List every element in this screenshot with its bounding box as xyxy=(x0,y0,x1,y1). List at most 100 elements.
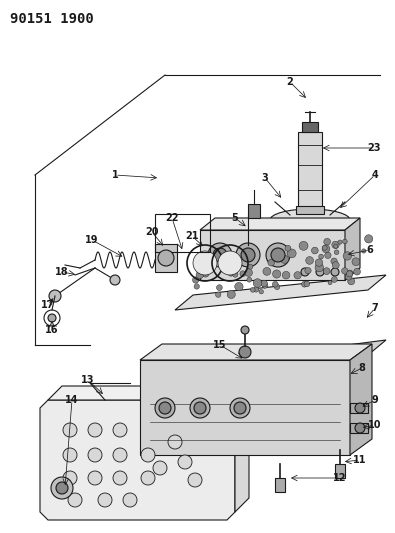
Circle shape xyxy=(158,250,174,266)
Circle shape xyxy=(259,289,263,294)
Polygon shape xyxy=(345,218,360,280)
Circle shape xyxy=(141,471,155,485)
Circle shape xyxy=(235,263,240,268)
Circle shape xyxy=(342,239,347,244)
Circle shape xyxy=(190,398,210,418)
Ellipse shape xyxy=(270,209,350,231)
Text: 7: 7 xyxy=(372,303,378,313)
Circle shape xyxy=(248,264,253,269)
Circle shape xyxy=(51,477,73,499)
Circle shape xyxy=(334,244,338,248)
Circle shape xyxy=(123,493,137,507)
Circle shape xyxy=(266,243,290,267)
Circle shape xyxy=(230,398,250,418)
Circle shape xyxy=(312,247,318,254)
Circle shape xyxy=(63,423,77,437)
Circle shape xyxy=(301,281,307,287)
Text: 23: 23 xyxy=(367,143,381,153)
Circle shape xyxy=(98,493,112,507)
Circle shape xyxy=(234,402,246,414)
Circle shape xyxy=(315,263,324,272)
Circle shape xyxy=(48,314,56,322)
Polygon shape xyxy=(200,230,345,280)
Text: 14: 14 xyxy=(65,395,79,405)
Circle shape xyxy=(355,403,365,413)
Circle shape xyxy=(263,268,271,276)
Circle shape xyxy=(247,277,252,282)
Text: 6: 6 xyxy=(367,245,373,255)
Circle shape xyxy=(285,245,291,251)
Circle shape xyxy=(262,282,268,288)
Text: 11: 11 xyxy=(353,455,367,465)
Circle shape xyxy=(153,461,167,475)
Circle shape xyxy=(202,270,209,277)
Text: 8: 8 xyxy=(359,363,365,373)
Circle shape xyxy=(241,248,255,262)
Text: 2: 2 xyxy=(287,77,293,87)
Circle shape xyxy=(305,268,311,274)
Circle shape xyxy=(315,259,323,266)
Circle shape xyxy=(287,249,296,258)
Circle shape xyxy=(325,252,331,259)
Circle shape xyxy=(63,448,77,462)
Polygon shape xyxy=(48,386,241,400)
Bar xyxy=(298,132,322,212)
Bar xyxy=(155,244,177,272)
Polygon shape xyxy=(175,340,386,380)
Polygon shape xyxy=(40,400,235,520)
Circle shape xyxy=(193,251,217,275)
Circle shape xyxy=(235,282,243,291)
Text: 19: 19 xyxy=(85,235,99,245)
Circle shape xyxy=(331,258,337,264)
Circle shape xyxy=(228,270,234,276)
Bar xyxy=(350,403,368,413)
Circle shape xyxy=(196,271,203,279)
Circle shape xyxy=(233,266,238,271)
Circle shape xyxy=(68,493,82,507)
Circle shape xyxy=(332,241,339,248)
Circle shape xyxy=(63,471,77,485)
Circle shape xyxy=(236,243,260,267)
Circle shape xyxy=(113,423,127,437)
Circle shape xyxy=(213,248,227,262)
Text: 18: 18 xyxy=(55,267,69,277)
Circle shape xyxy=(331,268,339,276)
Text: 3: 3 xyxy=(261,173,268,183)
Text: 20: 20 xyxy=(145,227,159,237)
Circle shape xyxy=(239,346,251,358)
Circle shape xyxy=(188,473,202,487)
Circle shape xyxy=(88,423,102,437)
Circle shape xyxy=(342,268,348,274)
Bar xyxy=(275,478,285,492)
Bar xyxy=(296,206,324,214)
Circle shape xyxy=(254,287,259,292)
Circle shape xyxy=(218,251,242,275)
Text: 1: 1 xyxy=(112,170,118,180)
Bar xyxy=(350,423,368,433)
Text: 10: 10 xyxy=(368,420,382,430)
Bar xyxy=(335,464,345,478)
Circle shape xyxy=(168,435,182,449)
Circle shape xyxy=(347,270,353,276)
Circle shape xyxy=(159,402,171,414)
Text: 13: 13 xyxy=(81,375,95,385)
Circle shape xyxy=(194,402,206,414)
Circle shape xyxy=(338,240,342,244)
Polygon shape xyxy=(235,394,249,512)
Circle shape xyxy=(178,455,192,469)
Circle shape xyxy=(245,269,252,277)
Circle shape xyxy=(261,280,267,287)
Text: 5: 5 xyxy=(231,213,238,223)
Polygon shape xyxy=(140,344,372,360)
Text: 15: 15 xyxy=(213,340,227,350)
Circle shape xyxy=(113,471,127,485)
Circle shape xyxy=(192,277,199,283)
Polygon shape xyxy=(140,360,350,455)
Circle shape xyxy=(113,448,127,462)
Circle shape xyxy=(240,271,246,277)
Circle shape xyxy=(220,254,224,258)
Circle shape xyxy=(354,268,361,275)
Circle shape xyxy=(294,272,301,279)
Circle shape xyxy=(348,278,355,285)
Circle shape xyxy=(56,482,68,494)
